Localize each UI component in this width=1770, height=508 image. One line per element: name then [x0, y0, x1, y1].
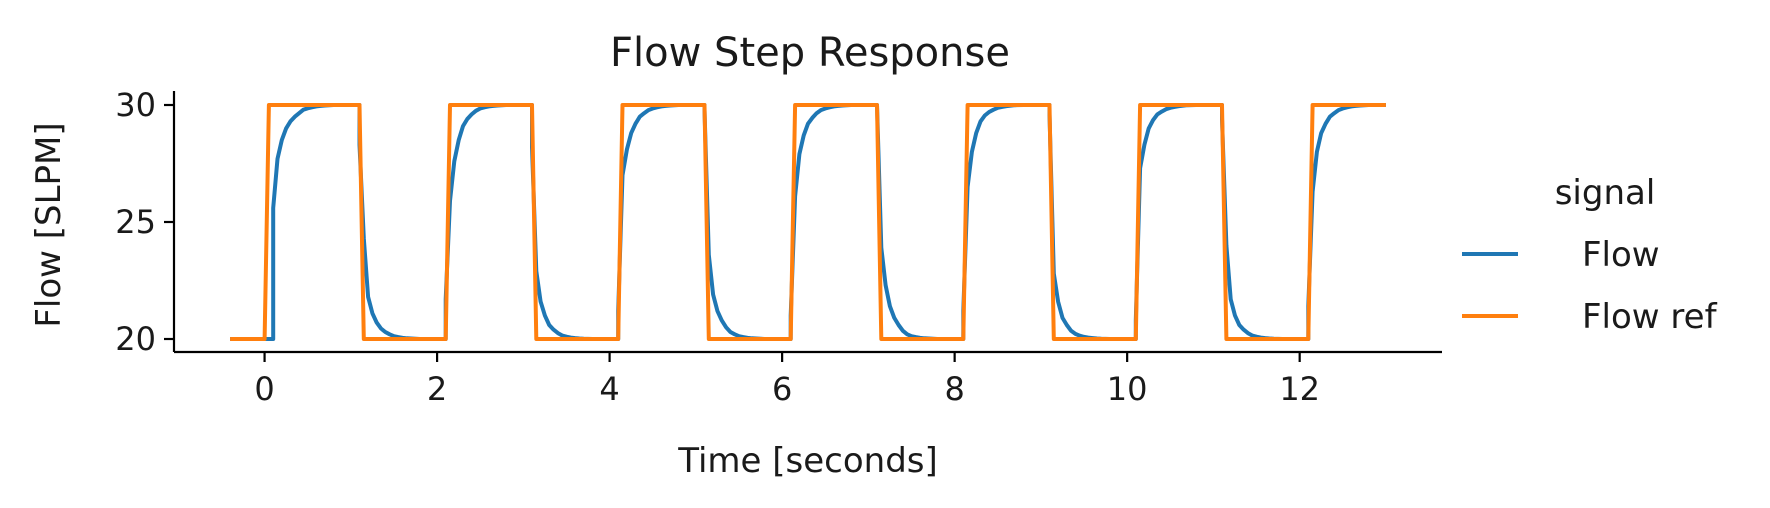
- x-tick-label: 0: [254, 370, 274, 408]
- chart-title: Flow Step Response: [610, 30, 1010, 76]
- plot-area: 0 2 4 6 8 10 12 20 25 30: [115, 86, 1442, 408]
- series-layer: [230, 103, 1386, 341]
- x-axis-label: Time [seconds]: [677, 441, 938, 481]
- x-tick-label: 8: [944, 370, 964, 408]
- x-axis-ticks: 0 2 4 6 8 10 12: [254, 352, 1320, 408]
- legend-label-flow: Flow: [1582, 235, 1660, 275]
- series-line-flow-ref: [230, 103, 1386, 341]
- y-axis-label: Flow [SLPM]: [29, 122, 69, 327]
- x-tick-label: 6: [772, 370, 792, 408]
- series-line-flow: [230, 103, 1386, 341]
- y-tick-label: 20: [115, 320, 156, 358]
- x-tick-label: 2: [427, 370, 447, 408]
- y-tick-label: 25: [115, 203, 156, 241]
- x-tick-label: 4: [599, 370, 619, 408]
- legend-items: Flow Flow ref: [1462, 235, 1718, 337]
- legend-label-flow-ref: Flow ref: [1582, 297, 1718, 337]
- x-tick-label: 10: [1107, 370, 1148, 408]
- legend-title: signal: [1555, 173, 1656, 213]
- y-tick-label: 30: [115, 86, 156, 124]
- x-tick-label: 12: [1279, 370, 1320, 408]
- y-axis-ticks: 20 25 30: [115, 86, 174, 358]
- legend: signal Flow Flow ref: [1462, 173, 1718, 337]
